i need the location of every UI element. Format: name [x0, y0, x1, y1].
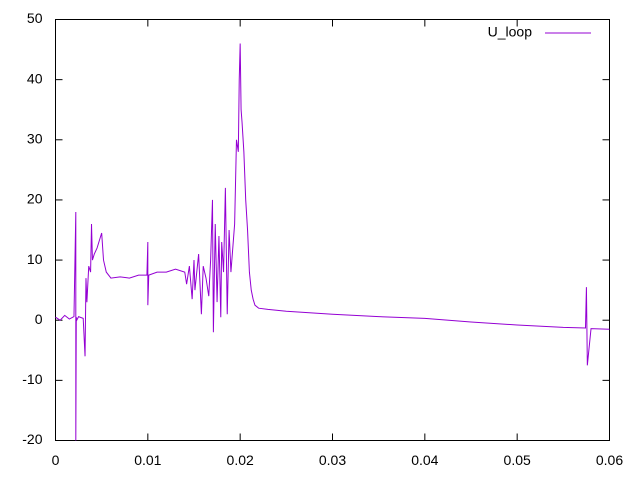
y-tick-label: -10: [22, 371, 42, 387]
y-tick-label: 30: [27, 130, 43, 146]
x-tick-label: 0.05: [504, 452, 531, 468]
y-tick-label: 10: [27, 251, 43, 267]
data-line: [55, 43, 610, 441]
y-tick-label: 40: [27, 70, 43, 86]
x-tick-label: 0.01: [134, 452, 161, 468]
x-tick-label: 0.03: [319, 452, 346, 468]
y-tick-label: 0: [35, 311, 43, 327]
x-tick-label: 0.04: [411, 452, 438, 468]
y-tick-label: -20: [22, 431, 42, 447]
x-tick-label: 0.02: [227, 452, 254, 468]
x-tick-label: 0: [52, 452, 60, 468]
x-tick-label: 0.06: [596, 452, 623, 468]
plot-border: [55, 19, 610, 441]
y-tick-label: 50: [27, 10, 43, 26]
y-tick-label: 20: [27, 191, 43, 207]
legend-label: U_loop: [488, 24, 533, 40]
